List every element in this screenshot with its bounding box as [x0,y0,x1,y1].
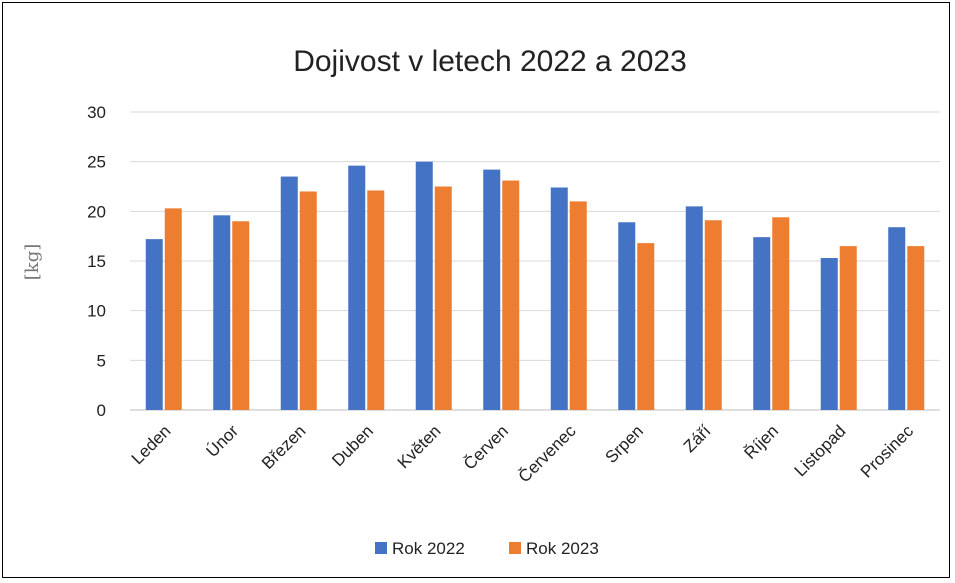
bar-rok-2023 [637,243,655,410]
legend-swatch [509,542,521,554]
x-tick-label: Září [680,421,715,456]
bar-rok-2022 [213,215,231,410]
x-tick-label: Duben [328,421,377,470]
bar-rok-2023 [164,208,182,410]
legend: Rok 2022 Rok 2023 [375,539,599,558]
x-tick-label: Srpen [602,421,648,467]
x-tick-label: Prosinec [857,421,918,482]
x-tick-label: Únor [203,421,243,461]
x-tick-label: Listopad [791,421,850,480]
y-tick-label: 0 [97,401,106,420]
bars [145,161,925,410]
bar-rok-2022 [685,206,703,410]
bar-rok-2022 [820,258,838,410]
x-tick-label: Červen [460,421,512,473]
bar-rok-2022 [618,222,636,410]
chart-title: Dojivost v letech 2022 a 2023 [293,45,687,78]
bar-rok-2022 [348,165,366,410]
bar-rok-2023 [434,186,452,410]
y-axis-label: [kg] [22,244,43,280]
bar-rok-2022 [415,161,433,410]
y-tick-label: 25 [87,153,106,172]
y-tick-label: 10 [87,302,106,321]
legend-swatch [375,542,387,554]
x-tick-label: Červenec [515,421,580,486]
bar-rok-2023 [907,246,925,410]
y-tick-labels: 0 5 10 15 20 25 30 [87,103,106,420]
bar-rok-2023 [232,221,250,410]
y-tick-label: 30 [87,103,106,122]
bar-rok-2023 [367,190,385,410]
x-tick-label: Květen [394,421,445,472]
y-tick-label: 5 [97,351,106,370]
bar-rok-2022 [280,176,298,410]
x-tick-label: Říjen [741,421,782,462]
x-tick-label: Březen [258,421,310,473]
bar-rok-2022 [888,227,906,410]
x-tick-labels: Leden Únor Březen Duben Květen Červen Červenec… [128,421,918,486]
bar-rok-2023 [704,220,722,410]
x-tick-label: Leden [128,421,175,468]
bar-rok-2023 [299,191,317,410]
y-tick-label: 20 [87,202,106,221]
y-tick-label: 15 [87,252,106,271]
bar-rok-2022 [483,169,501,410]
bar-rok-2023 [772,217,790,410]
bar-rok-2023 [569,201,587,410]
bar-rok-2022 [550,187,568,410]
bar-rok-2022 [753,237,771,410]
legend-label: Rok 2023 [526,539,599,558]
bar-rok-2022 [145,239,163,410]
legend-label: Rok 2022 [392,539,465,558]
bar-rok-2023 [502,180,520,410]
bar-rok-2023 [839,246,857,410]
gridlines [130,111,940,411]
